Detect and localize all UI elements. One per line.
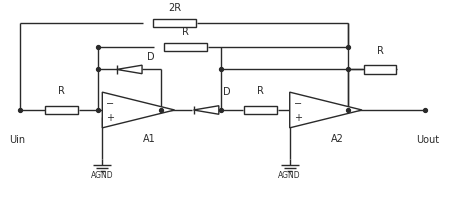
Text: Uout: Uout — [416, 135, 439, 145]
Text: −: − — [106, 99, 115, 109]
Text: 2R: 2R — [168, 3, 181, 13]
Text: R: R — [58, 85, 65, 95]
FancyBboxPatch shape — [45, 106, 78, 115]
Polygon shape — [102, 93, 174, 128]
Text: R: R — [376, 46, 384, 56]
Text: −: − — [294, 99, 302, 109]
Text: D: D — [223, 86, 230, 96]
FancyBboxPatch shape — [364, 66, 396, 74]
FancyBboxPatch shape — [153, 19, 196, 28]
Polygon shape — [193, 106, 219, 115]
Polygon shape — [117, 66, 142, 74]
Text: D: D — [147, 52, 155, 62]
FancyBboxPatch shape — [164, 44, 207, 52]
Text: +: + — [106, 112, 115, 122]
Text: Uin: Uin — [10, 135, 25, 145]
FancyBboxPatch shape — [244, 106, 277, 115]
Text: A1: A1 — [143, 134, 156, 144]
Text: R: R — [257, 85, 264, 95]
Text: AGND: AGND — [279, 170, 301, 179]
Text: R: R — [183, 27, 189, 37]
Polygon shape — [290, 93, 362, 128]
Text: +: + — [294, 112, 302, 122]
Text: A2: A2 — [331, 134, 343, 144]
Text: AGND: AGND — [91, 170, 114, 179]
